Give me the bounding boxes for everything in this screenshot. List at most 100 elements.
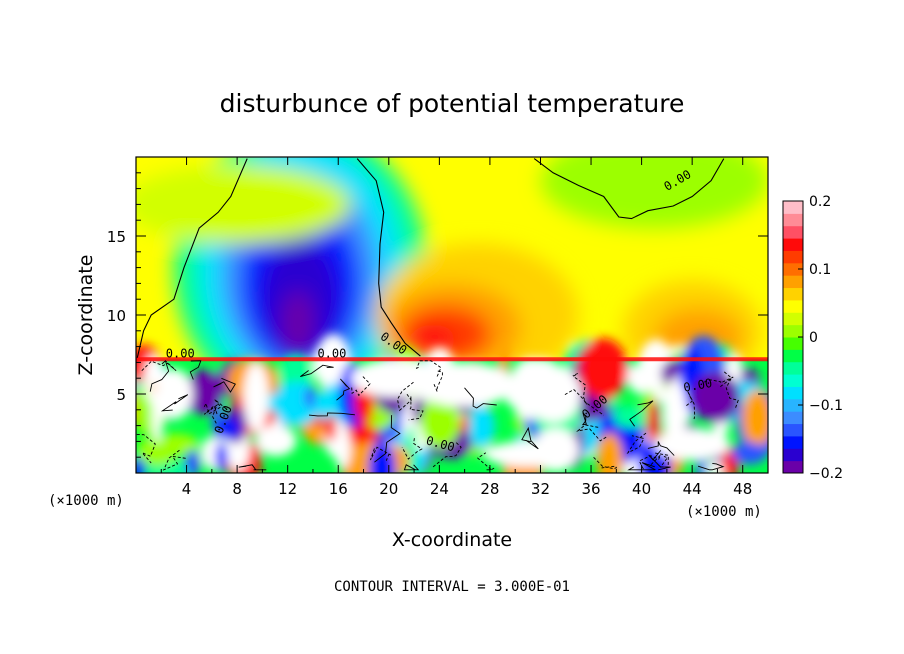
field-lower-layer	[136, 334, 768, 473]
colorbar-cell	[783, 460, 803, 474]
contour-lines	[136, 158, 739, 471]
boundary-layer-interface	[136, 357, 768, 362]
turbulence-cell	[243, 362, 269, 432]
colorbar-tick-label: −0.2	[809, 466, 843, 482]
contour-line	[374, 415, 401, 463]
y-tick-label: 5	[116, 386, 126, 404]
contour-line	[655, 452, 669, 468]
turbulence-cell	[596, 433, 623, 473]
colorbar-cell	[783, 213, 803, 227]
colorbar-cell	[783, 201, 803, 214]
x-tick-label: 48	[733, 480, 752, 498]
turbulence-cell	[525, 365, 581, 423]
colorbar-cell	[783, 374, 803, 387]
colorbar-cell	[783, 312, 803, 326]
contour-line	[136, 433, 156, 464]
contour-line	[160, 394, 189, 412]
contour-line	[476, 452, 495, 471]
contour-line	[213, 377, 236, 393]
contour-line	[627, 462, 656, 471]
zero-contour-line	[356, 158, 421, 357]
field-anomaly-region	[136, 164, 351, 244]
colorbar-cell	[783, 435, 803, 449]
contour-line	[582, 412, 587, 426]
x-tick-label: 4	[182, 480, 192, 498]
turbulence-cell	[154, 368, 193, 420]
zero-contour-line	[533, 158, 725, 220]
x-tick-label: 44	[683, 480, 702, 498]
turbulence-cell	[414, 362, 516, 407]
colorbar-cell	[783, 287, 803, 301]
contour-line	[648, 450, 671, 471]
colorbar-cell	[783, 238, 803, 251]
x-axis-ticks: 4 8 12 16 20 24 28 32 36 40 44 48	[160, 157, 752, 498]
turbulence-cell	[468, 404, 495, 449]
turbulence-cell	[184, 450, 200, 473]
contour-line	[521, 426, 539, 450]
zero-contour-line	[136, 158, 248, 358]
x-tick-label: 12	[278, 480, 297, 498]
contour-line	[626, 432, 647, 454]
turbulence-cell	[304, 386, 315, 409]
contour-line	[432, 442, 462, 468]
chart-title: disturbunce of potential temperature	[220, 89, 685, 118]
contour-line	[593, 456, 618, 470]
turbulence-cell	[312, 347, 327, 379]
contour-line	[149, 359, 170, 392]
turbulence-cell	[255, 424, 297, 457]
contour-line	[686, 391, 696, 420]
contour-line	[403, 464, 420, 471]
contour-line	[647, 441, 675, 456]
contour-line	[203, 403, 218, 424]
contour-line	[401, 438, 423, 460]
turbulence-cell	[629, 367, 649, 394]
contour-interval-note: CONTOUR INTERVAL = 3.000E-01	[334, 579, 570, 595]
y-tick-label: 10	[107, 307, 126, 325]
colorbar-cell	[783, 299, 803, 313]
contour-line	[564, 388, 605, 416]
contour-label: 0.00	[317, 347, 346, 361]
turbulence-cell	[419, 396, 461, 448]
colorbar: −0.2 −0.1 0 0.1 0.2	[782, 194, 843, 482]
contour-line	[703, 376, 734, 387]
colorbar-cell	[783, 275, 803, 289]
contour-line	[415, 360, 442, 377]
contour-line	[408, 396, 424, 421]
turbulence-cell	[613, 405, 651, 428]
field-anomaly-region	[282, 291, 313, 355]
contour-line	[433, 370, 443, 392]
colorbar-tick-label: 0.1	[809, 262, 831, 278]
turbulence-cell	[647, 399, 660, 448]
field-anomaly-region	[410, 324, 456, 357]
x-tick-label: 28	[480, 480, 499, 498]
x-unit-left: (×1000 m)	[48, 493, 124, 509]
y-axis-ticks: 5 10 15	[107, 172, 768, 458]
colorbar-cell	[783, 324, 803, 338]
contour-line	[141, 360, 177, 372]
turbulence-cell	[731, 442, 768, 465]
turbulence-cell	[662, 379, 687, 445]
contour-line	[189, 360, 202, 380]
colorbar-cell	[783, 361, 803, 375]
contour-line	[300, 364, 334, 378]
colorbar-cell	[783, 423, 803, 437]
turbulence-cell	[185, 369, 224, 415]
colorbar-cell	[783, 398, 803, 412]
turbulence-cell	[483, 441, 573, 467]
contour-label: 0.00	[682, 376, 713, 395]
contour-line	[464, 387, 497, 409]
x-tick-label: 36	[581, 480, 600, 498]
x-tick-label: 40	[632, 480, 651, 498]
contour-line	[723, 371, 739, 408]
contour-line	[576, 424, 608, 442]
colorbar-tick-label: 0	[809, 330, 818, 346]
y-axis-title: Z-coordinate	[75, 255, 97, 376]
contour-line	[308, 412, 355, 417]
colorbar-cell	[783, 386, 803, 400]
contour-line	[629, 400, 654, 427]
x-tick-label: 20	[379, 480, 398, 498]
turbulence-cell	[325, 414, 337, 442]
colorbar-cell	[783, 349, 803, 363]
turbulence-cell	[654, 428, 731, 461]
